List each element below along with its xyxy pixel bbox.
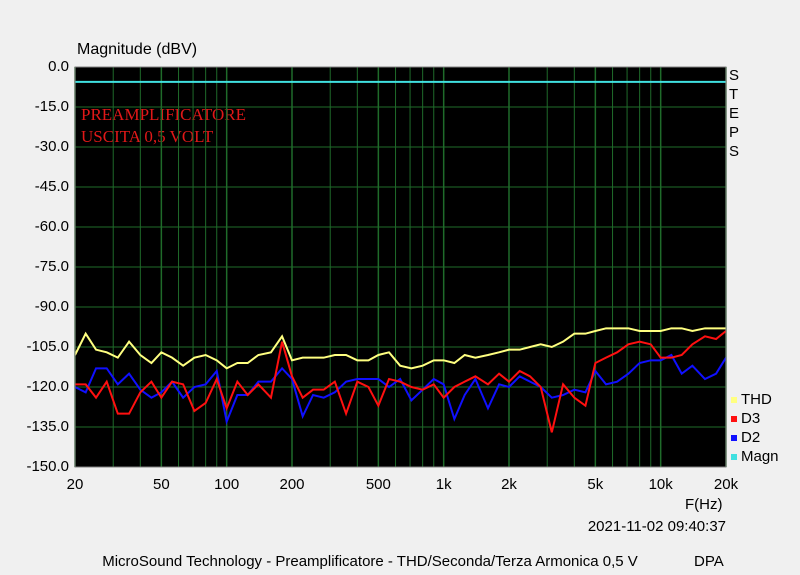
annotation: USCITA 0,5 VOLT bbox=[81, 127, 214, 146]
legend-label: D3 bbox=[741, 410, 760, 427]
annotation: PREAMPLIFICATORE bbox=[81, 105, 246, 124]
x-tick-label: 500 bbox=[366, 476, 391, 493]
y-axis-label: Magnitude (dBV) bbox=[77, 41, 197, 58]
x-tick-label: 1k bbox=[436, 476, 452, 493]
footer-right: DPA bbox=[694, 553, 724, 570]
y-tick-label: -15.0 bbox=[35, 98, 69, 115]
x-tick-label: 5k bbox=[587, 476, 603, 493]
y-tick-label: -90.0 bbox=[35, 298, 69, 315]
y-tick-label: -135.0 bbox=[26, 418, 69, 435]
x-tick-label: 2k bbox=[501, 476, 517, 493]
series-line bbox=[75, 353, 726, 426]
y-tick-label: -150.0 bbox=[26, 458, 69, 475]
y-tick-label: -120.0 bbox=[26, 378, 69, 395]
side-label: STEPS bbox=[729, 67, 740, 160]
x-tick-label: 10k bbox=[649, 476, 674, 493]
x-tick-label: 20k bbox=[714, 476, 739, 493]
legend-swatch bbox=[731, 454, 737, 460]
x-tick-label: 100 bbox=[214, 476, 239, 493]
x-tick-label: 50 bbox=[153, 476, 170, 493]
y-tick-label: -60.0 bbox=[35, 218, 69, 235]
legend-swatch bbox=[731, 435, 737, 441]
y-tick-label: -45.0 bbox=[35, 178, 69, 195]
legend-label: THD bbox=[741, 391, 772, 408]
legend-label: D2 bbox=[741, 429, 760, 446]
legend-swatch bbox=[731, 397, 737, 403]
x-axis-label: F(Hz) bbox=[685, 496, 723, 513]
legend-label: Magn bbox=[741, 448, 779, 465]
footer: MicroSound Technology - Preamplificatore… bbox=[102, 553, 638, 570]
plot-frame bbox=[74, 66, 727, 468]
y-tick-label: -75.0 bbox=[35, 258, 69, 275]
y-tick-label: -105.0 bbox=[26, 338, 69, 355]
series-line bbox=[75, 330, 726, 433]
y-tick-label: -30.0 bbox=[35, 138, 69, 155]
timestamp: 2021-11-02 09:40:37 bbox=[588, 518, 726, 535]
x-tick-label: 200 bbox=[279, 476, 304, 493]
legend-swatch bbox=[731, 416, 737, 422]
x-tick-label: 20 bbox=[67, 476, 84, 493]
series-line bbox=[75, 327, 726, 370]
y-tick-label: 0.0 bbox=[48, 58, 69, 75]
